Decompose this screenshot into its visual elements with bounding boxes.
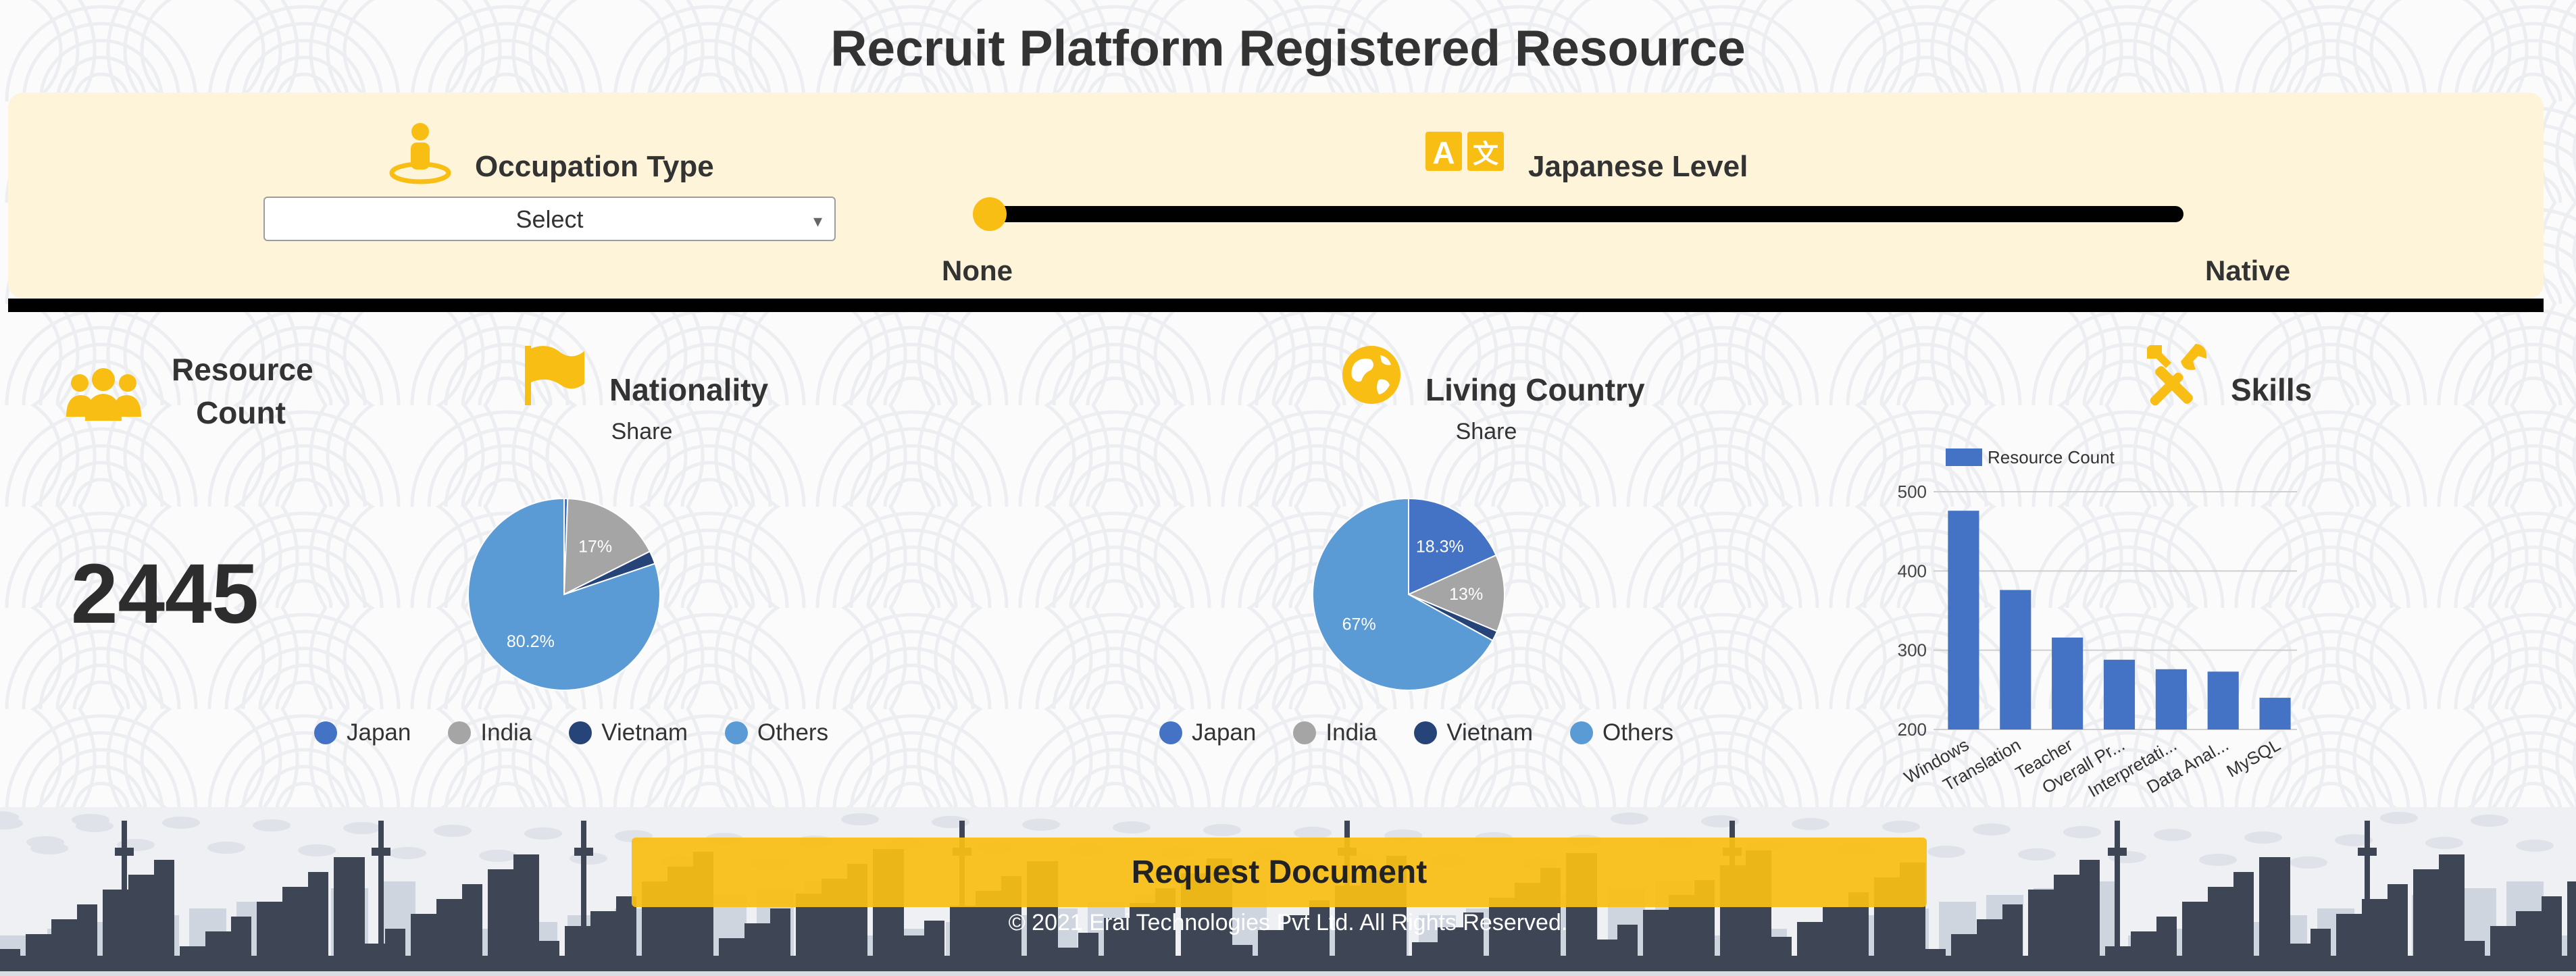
person-pin-icon xyxy=(389,123,451,184)
legend-item-india[interactable]: India xyxy=(448,719,532,746)
bar-legend-swatch xyxy=(1946,448,1982,466)
nationality-legend: Japan India Vietnam Others xyxy=(314,719,865,746)
nationality-title: Nationality xyxy=(609,372,769,407)
page-title: Recruit Platform Registered Resource xyxy=(830,20,1746,76)
city-skyline-illustration xyxy=(0,811,2576,976)
pie-slice-others[interactable] xyxy=(1312,497,1494,691)
skills-title: Skills xyxy=(2231,372,2313,407)
living-country-subtitle: Share xyxy=(1455,419,1517,444)
legend-item-others[interactable]: Others xyxy=(725,719,828,746)
pie-data-label: 67% xyxy=(1342,615,1376,634)
japanese-level-label: Japanese Level xyxy=(1528,150,1748,183)
bar[interactable] xyxy=(2207,671,2239,729)
legend-item-vietnam[interactable]: Vietnam xyxy=(569,719,688,746)
y-tick-label: 200 xyxy=(1898,719,1927,740)
living-country-legend: Japan India Vietnam Others xyxy=(1159,719,1711,746)
bar[interactable] xyxy=(2259,698,2291,729)
bar-legend-label: Resource Count xyxy=(1988,447,2115,467)
bar[interactable] xyxy=(2103,659,2136,729)
legend-item-india[interactable]: India xyxy=(1293,719,1377,746)
globe-icon xyxy=(1342,346,1400,404)
y-tick-label: 400 xyxy=(1898,561,1927,581)
resource-count-label: Resource Count xyxy=(172,352,313,430)
bar[interactable] xyxy=(1948,511,1979,729)
y-tick-label: 500 xyxy=(1898,482,1927,502)
copyright-text: © 2021 Erai Technologies Pvt Ltd. All Ri… xyxy=(1008,910,1568,935)
living-country-title: Living Country xyxy=(1425,372,1645,407)
svg-text:文: 文 xyxy=(1473,139,1498,169)
living-country-pie-chart: 18.3% 13% 67% xyxy=(1312,497,1505,691)
pie-slice-japan[interactable] xyxy=(1408,497,1497,596)
pie-data-label: 17% xyxy=(578,537,612,556)
skills-bar-chart: Resource Count200300400500WindowsTransla… xyxy=(1898,447,2297,800)
bar[interactable] xyxy=(2000,590,2031,729)
slider-min-label: None xyxy=(942,255,1013,286)
bar[interactable] xyxy=(2155,669,2187,729)
request-document-button[interactable]: Request Document xyxy=(632,838,1927,907)
x-tick-label: MySQL xyxy=(2223,734,2283,781)
y-tick-label: 300 xyxy=(1898,640,1927,661)
pie-data-label: 80.2% xyxy=(507,632,555,651)
legend-item-japan[interactable]: Japan xyxy=(314,719,411,746)
filter-panel xyxy=(8,93,2544,299)
flag-icon xyxy=(525,346,584,405)
nationality-subtitle: Share xyxy=(611,419,673,444)
svg-text:A: A xyxy=(1432,135,1455,170)
legend-item-others[interactable]: Others xyxy=(1570,719,1673,746)
translate-icon: A 文 xyxy=(1425,132,1504,171)
chevron-down-icon: ▾ xyxy=(813,211,822,231)
pie-slice-india[interactable] xyxy=(1407,554,1505,633)
divider xyxy=(8,299,2544,312)
pie-slice-india[interactable] xyxy=(563,498,651,596)
occupation-select-value: Select xyxy=(515,205,584,233)
pie-data-label: 18.3% xyxy=(1416,537,1464,556)
bar[interactable] xyxy=(2052,637,2083,729)
tools-icon xyxy=(2147,344,2207,406)
people-icon xyxy=(66,368,141,421)
footer xyxy=(0,807,2576,976)
occupation-type-select[interactable]: Select ▾ xyxy=(263,197,836,241)
slider-handle[interactable] xyxy=(973,197,1007,231)
bottom-strip xyxy=(0,971,2576,976)
pie-slice-others[interactable] xyxy=(468,497,661,691)
nationality-pie-chart: 17% 80.2% xyxy=(468,497,661,691)
legend-item-japan[interactable]: Japan xyxy=(1159,719,1256,746)
pie-data-label: 13% xyxy=(1449,585,1483,604)
legend-item-vietnam[interactable]: Vietnam xyxy=(1414,719,1533,746)
japanese-level-slider[interactable] xyxy=(989,206,2183,222)
slider-max-label: Native xyxy=(2205,255,2291,286)
occupation-type-label: Occupation Type xyxy=(475,150,714,183)
resource-count-value: 2445 xyxy=(71,547,259,641)
